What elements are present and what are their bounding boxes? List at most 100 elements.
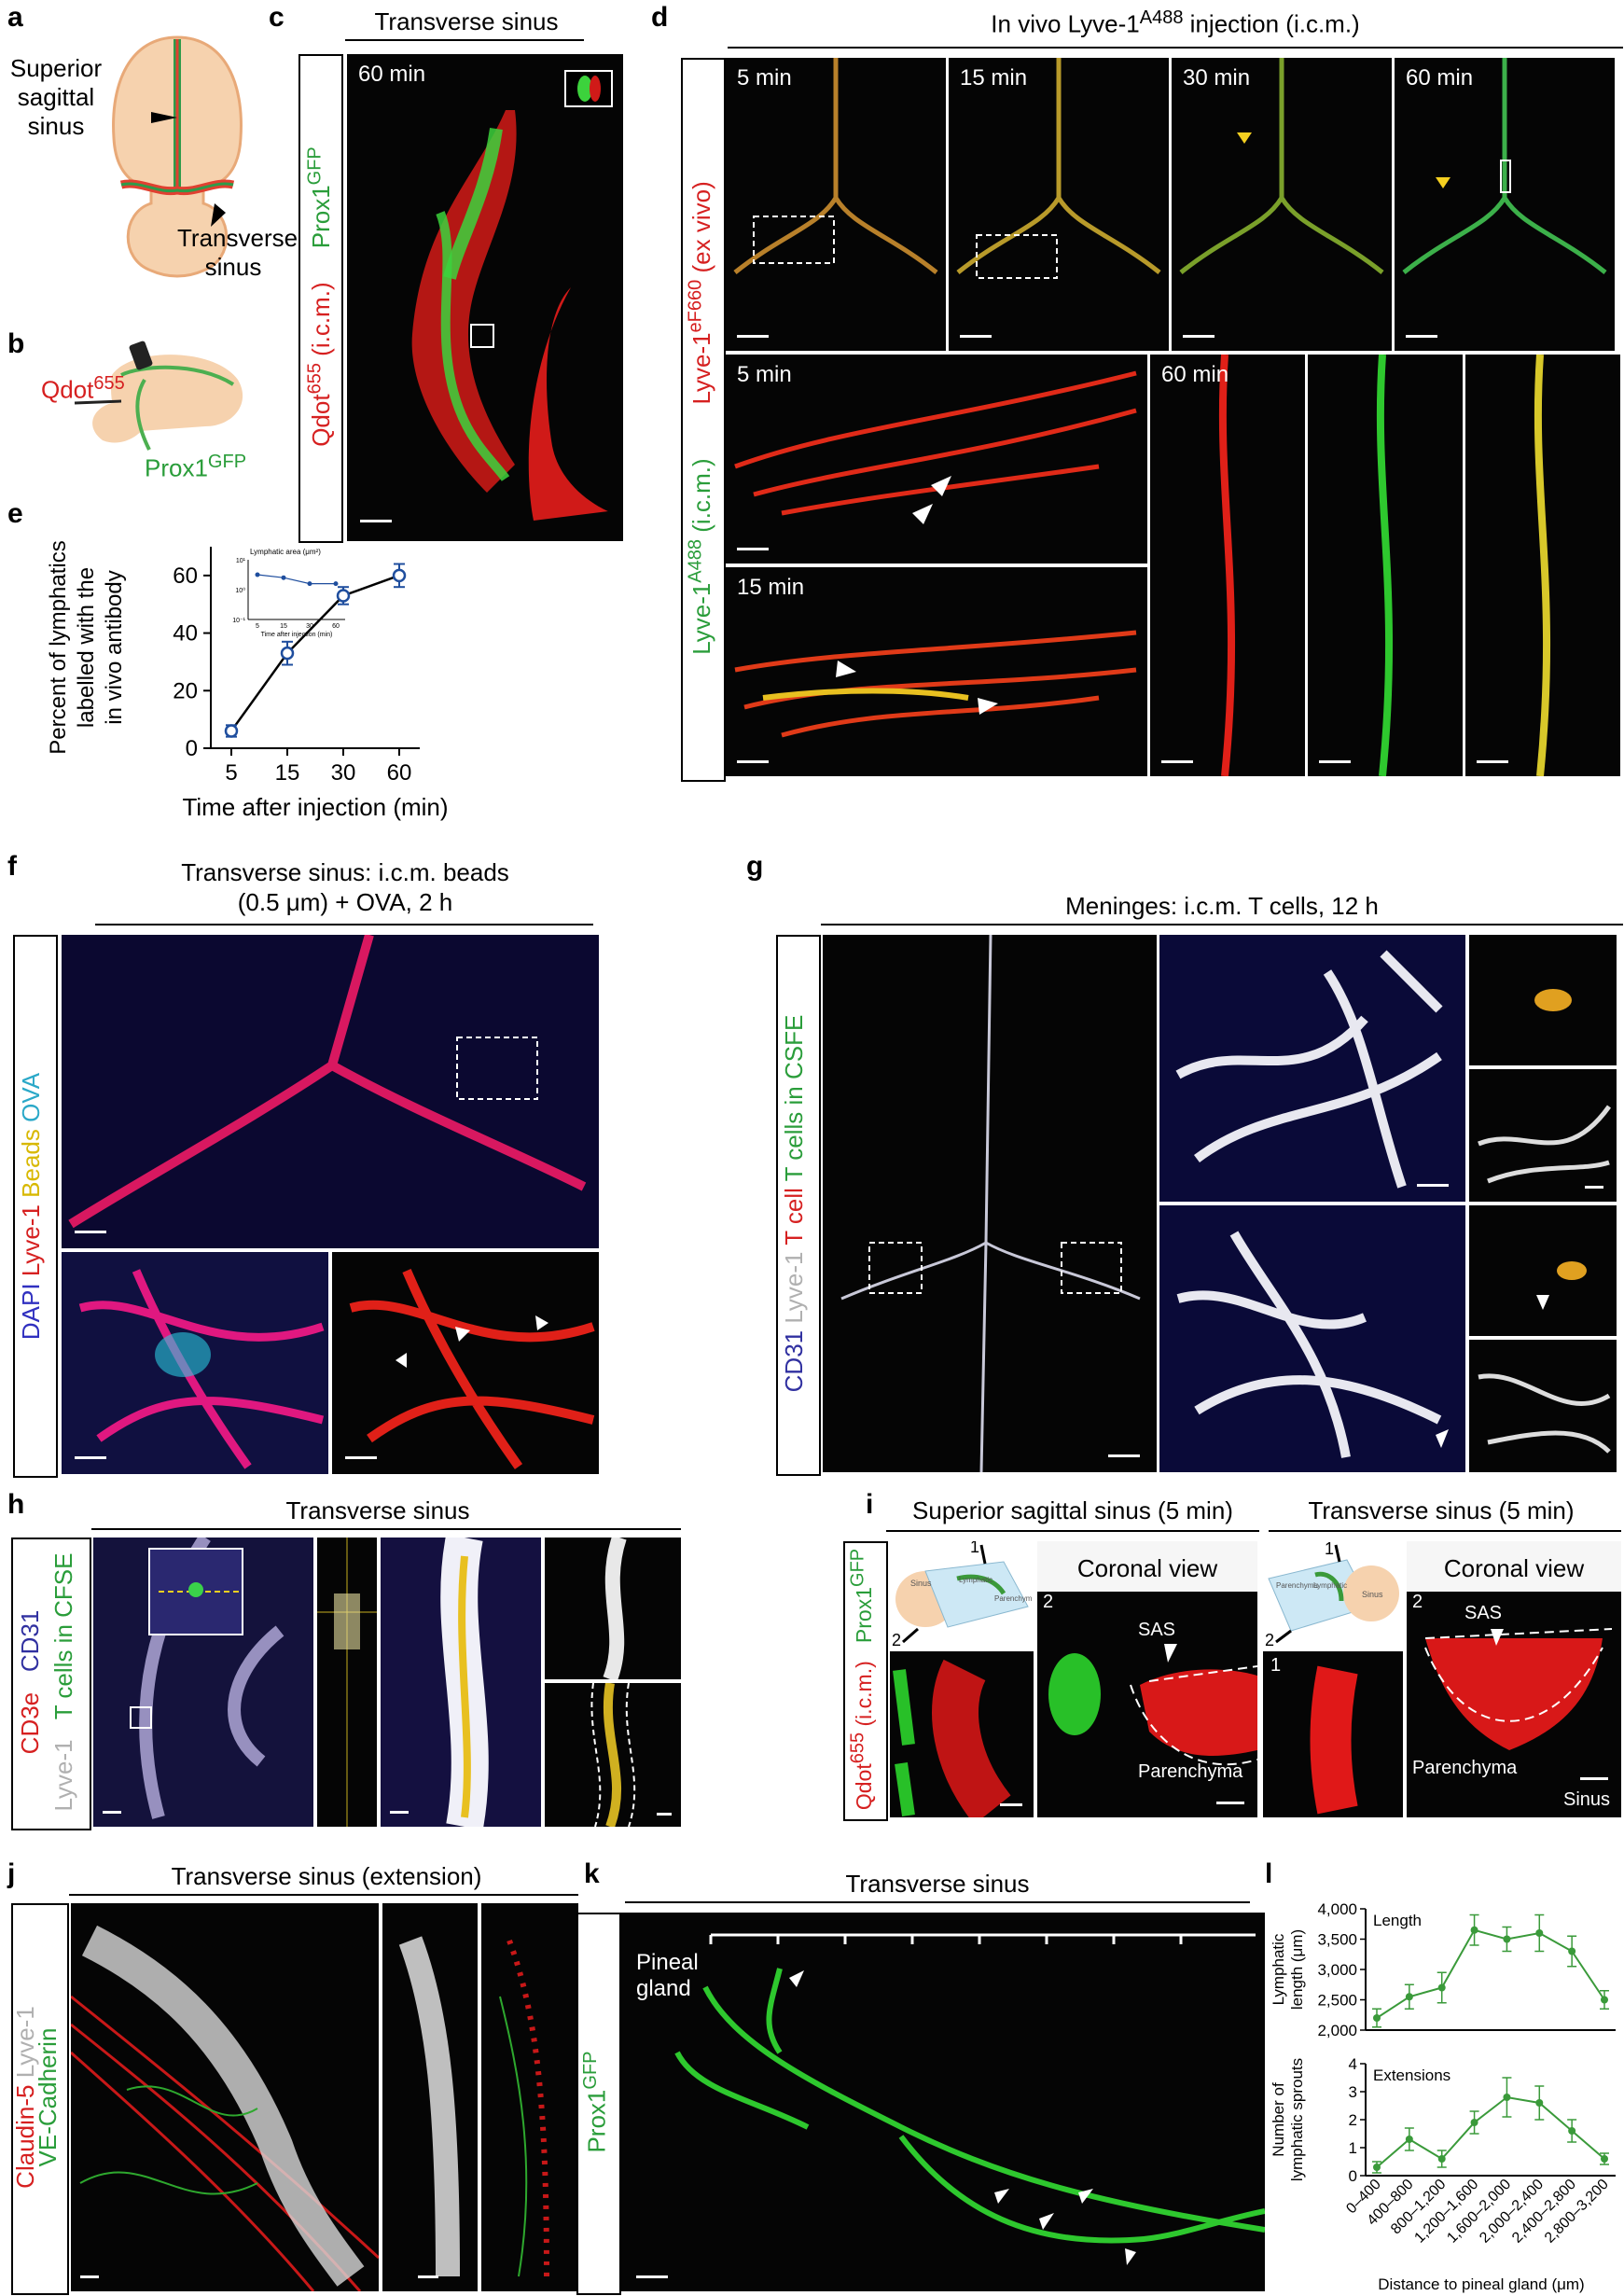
l-length-data-point <box>1535 1929 1544 1937</box>
panel-f-side-label: DAPI Lyve-1 Beads OVA <box>17 937 50 1476</box>
k-pineal-label: Pineal gland <box>636 1950 699 2002</box>
f-side-lyve: Lyve-1 <box>17 1204 45 1277</box>
i-schem-right-paren: Parenchyma <box>1276 1581 1318 1590</box>
l-length-data-point <box>1405 1993 1413 2001</box>
e-y-tick-label: 40 <box>173 621 198 647</box>
e-data-point <box>280 646 295 661</box>
l-length-y-tick-label: 3,500 <box>1317 1931 1357 1949</box>
g-scalebar-2 <box>1417 1184 1449 1187</box>
panel-j-rule <box>69 1894 578 1896</box>
panel-l-label: l <box>1265 1858 1273 1889</box>
panel-k-title: Transverse sinus <box>845 1870 1030 1898</box>
j-scalebar-1 <box>80 2275 99 2278</box>
ts-line-1: Transverse <box>177 224 298 252</box>
panel-k-image: Pineal gland <box>621 1913 1265 2291</box>
d-time-60-label: 60 min <box>1406 65 1474 90</box>
panel-j-title: Transverse sinus (extension) <box>171 1862 482 1890</box>
panel-i-title-left: Superior sagittal sinus (5 min) <box>912 1496 1233 1524</box>
h-scalebar-1 <box>103 1811 121 1814</box>
d-zoom-5-label: 5 min <box>737 362 792 387</box>
panel-b-label: b <box>7 328 25 359</box>
l-extensions-data-point <box>1535 2099 1544 2107</box>
l-extensions-data-point <box>1405 2136 1413 2143</box>
panel-i-left-coronal: Coronal view 2 SAS Parenchyma <box>1037 1541 1257 1817</box>
i-schematic-left: Sinus Lymphatic Parenchyma 1 2 <box>892 1541 1032 1649</box>
prox1-text: Prox1 <box>145 453 208 482</box>
chart-e: 0 20 40 60 5 15 30 60 Percent of lymphatics label… <box>46 540 448 821</box>
panel-h-merge <box>545 1683 681 1827</box>
i-right-sas: SAS <box>1464 1603 1503 1623</box>
l-extensions-y-axis-label: Number of <box>1270 2082 1287 2157</box>
i-schem-right-lymph: Lymphatic <box>1313 1581 1347 1590</box>
g-scalebar-3 <box>1585 1186 1603 1189</box>
qdot-text: Qdot <box>41 375 94 404</box>
l-extensions-data-point <box>1437 2155 1446 2163</box>
i-schem-left-paren: Parenchyma <box>994 1594 1032 1603</box>
sss-line-2: sagittal <box>17 83 95 111</box>
panel-i-side-box <box>843 1541 888 1821</box>
g-side-cd31: CD31 <box>780 1329 808 1393</box>
panel-h-white <box>545 1538 681 1679</box>
k-side-sup: GFP <box>580 2051 601 2090</box>
d-scalebar-6 <box>737 760 769 763</box>
k-pineal-line-1: Pineal <box>636 1950 699 1975</box>
k-side-text: Prox1 <box>582 2089 611 2153</box>
panel-j-white <box>382 1903 478 2291</box>
f-side-dapi: DAPI <box>17 1283 45 1341</box>
sss-line-1: Superior <box>9 54 103 82</box>
f-side-ova: OVA <box>17 1072 45 1122</box>
panel-d-rule <box>728 47 1623 49</box>
panel-c-side-box <box>298 54 343 543</box>
e-data-point <box>392 568 407 583</box>
l-length-panel-label: Length <box>1373 1912 1422 1929</box>
i-schem-left-sinus: Sinus <box>910 1579 932 1588</box>
panel-i-label: i <box>866 1489 874 1520</box>
panel-j-label: j <box>7 1858 16 1889</box>
i-side-qdot: Qdot655 (i.c.m.) <box>847 1661 876 1811</box>
d-scalebar-1 <box>737 335 769 338</box>
l-length-y-tick-label: 4,000 <box>1317 1900 1357 1918</box>
panel-d-time-30: 30 min <box>1172 58 1392 351</box>
panel-j-red <box>481 1903 578 2291</box>
f-side-beads: Beads <box>17 1129 45 1198</box>
i-left-sas: SAS <box>1138 1620 1176 1640</box>
e-inset-point <box>307 581 312 587</box>
panel-h-label: h <box>7 1489 25 1520</box>
g-scalebar-1 <box>1108 1454 1140 1457</box>
panel-i-right-view1: 1 <box>1263 1651 1403 1817</box>
d-time-5-label: 5 min <box>737 65 792 90</box>
panel-f-title-2: (0.5 μm) + OVA, 2 h <box>237 888 453 916</box>
panel-h-overview <box>93 1538 313 1827</box>
e-y-tick-label: 0 <box>186 736 198 761</box>
panel-f-side-box <box>13 935 58 1478</box>
e-inset-y-tick-label: 10¹ <box>236 558 246 564</box>
h-side-cd31: CD31 <box>16 1609 44 1673</box>
d-time-15-label: 15 min <box>960 65 1028 90</box>
g-side-cfse: T cells in CSFE <box>780 1014 808 1182</box>
panel-c-time: 60 min <box>358 62 426 87</box>
g-side-tcell: T cell <box>780 1188 808 1245</box>
chart-l: 2,000 2,500 3,000 3,500 4,000 Length Lymphatic… <box>1270 1900 1616 2293</box>
panel-h-rule <box>91 1528 681 1530</box>
i-right-parenchyma: Parenchyma <box>1412 1758 1518 1778</box>
panel-g-label: g <box>746 851 764 882</box>
panel-d-zoom-60-red: 60 min <box>1150 355 1305 776</box>
l-extensions-y-axis-label: lymphatic sprouts <box>1288 2058 1306 2181</box>
panel-c-scalebar <box>360 520 392 522</box>
qdot-sup: 655 <box>93 373 125 394</box>
l-length-y-axis-label: length (μm) <box>1288 1929 1306 2010</box>
panel-g-title: Meninges: i.c.m. T cells, 12 h <box>1065 892 1379 920</box>
panel-g-small-1 <box>1469 935 1617 1065</box>
panel-k-label: k <box>584 1858 600 1889</box>
brain-dorsal-illustration <box>112 35 243 278</box>
panel-f-rule <box>95 924 593 925</box>
i-scalebar-2 <box>1216 1802 1244 1804</box>
panel-c-side-label: Qdot655 (i.c.m.) Prox1GFP <box>304 54 338 539</box>
panel-k-rule <box>625 1901 1250 1903</box>
panel-d-zoom-5: 5 min <box>726 355 1147 564</box>
e-x-tick-label: 15 <box>275 760 300 786</box>
e-y-axis-label: in vivo antibody <box>102 570 127 724</box>
i-schem-left-lymph: Lymphatic <box>959 1576 992 1584</box>
panel-g-side-label: CD31 Lyve-1 T cell T cells in CSFE <box>780 935 813 1472</box>
e-inset-point <box>333 581 339 587</box>
